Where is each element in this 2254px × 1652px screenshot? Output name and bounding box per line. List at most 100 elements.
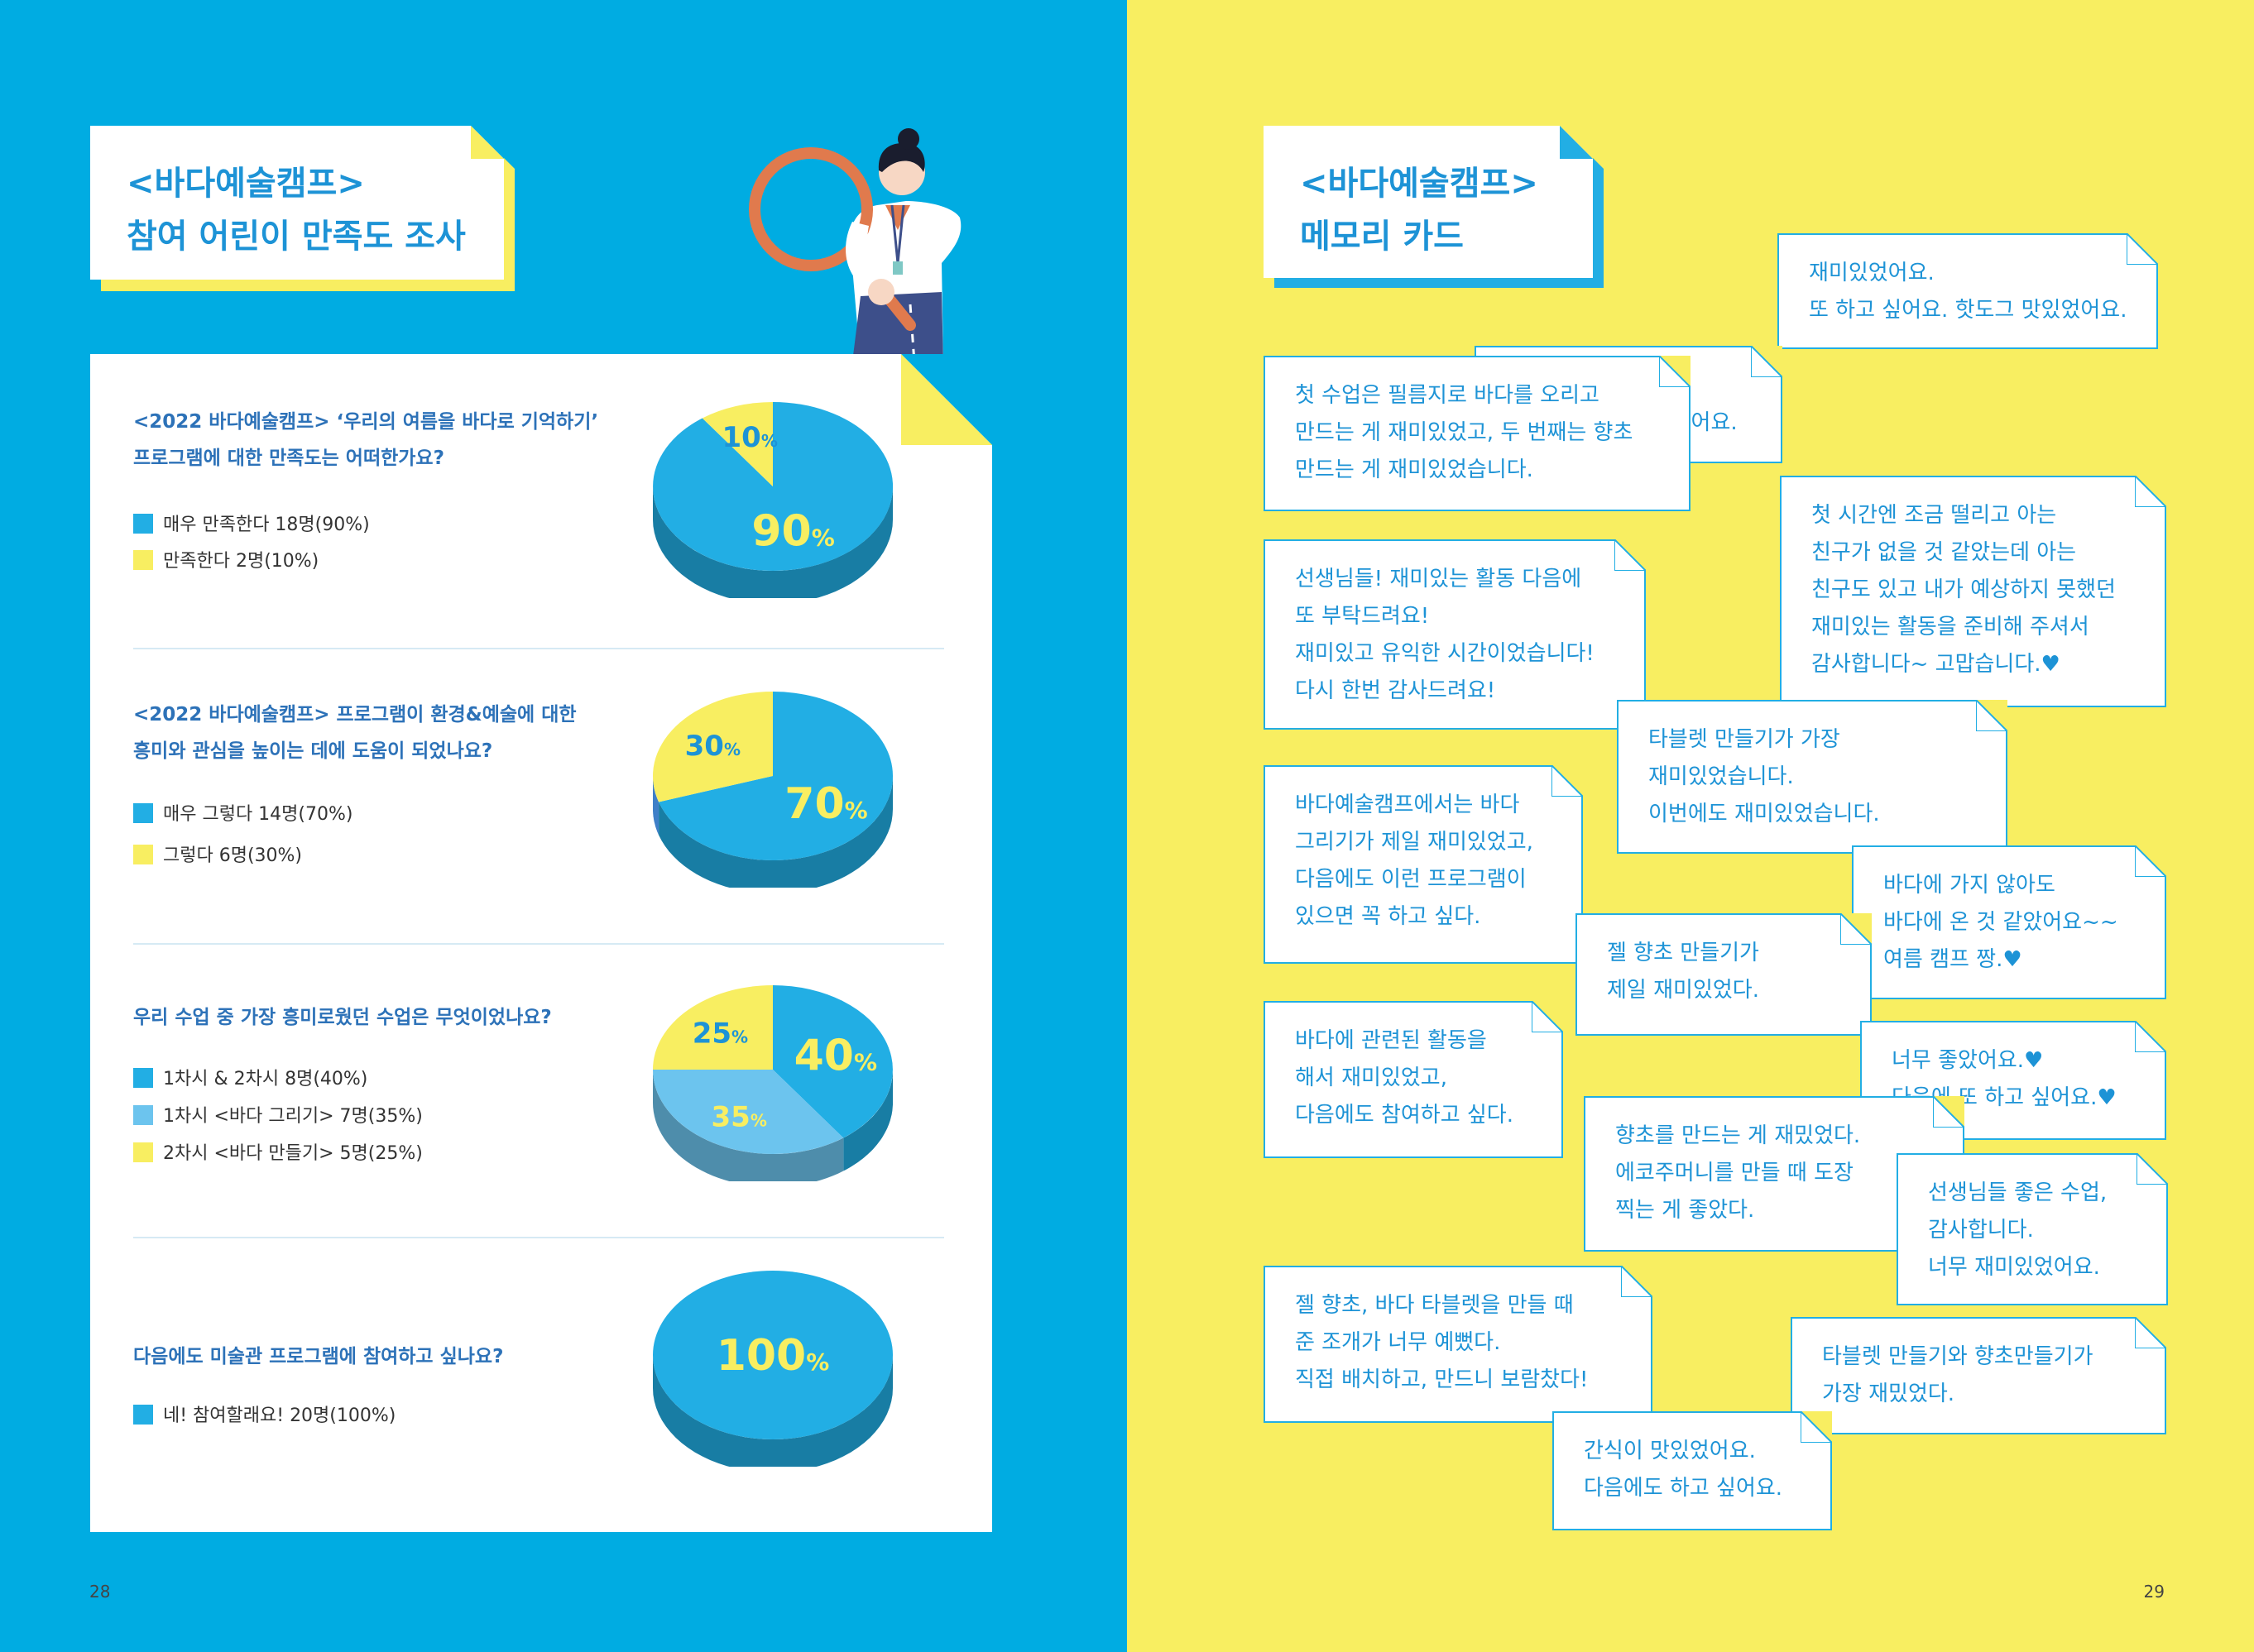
memo-text: 바다예술캠프에서는 바다 그리기가 제일 재미있었고, 다음에도 이런 프로그램…	[1295, 792, 1533, 929]
legend-swatch	[133, 1405, 153, 1425]
memo-card: 첫 수업은 필름지로 바다를 오리고 만드는 게 재미있었고, 두 번째는 향초…	[1264, 356, 1690, 511]
pie-slice-2	[653, 985, 773, 1070]
memo-text: 젤 향초 만들기가 제일 재미있었다.	[1607, 941, 1759, 1003]
page-number-left: 28	[89, 1582, 111, 1602]
divider	[133, 943, 944, 945]
memo-text: 첫 시간엔 조금 떨리고 아는 친구가 없을 것 같았는데 아는 친구도 있고 …	[1811, 503, 2116, 677]
memo-fold	[1976, 700, 2007, 731]
memo-fold	[1614, 539, 1646, 571]
memo-fold	[1532, 1001, 1563, 1032]
pie-slice-0	[653, 1271, 893, 1439]
pie-side-1	[653, 1070, 844, 1181]
memory-title-card: <바다예술캠프> 메모리 카드	[1264, 126, 1593, 278]
question-3-legend-1: 1차시 & 2차시 8명(40%)	[133, 1067, 367, 1092]
memo-fold	[2135, 1021, 2166, 1052]
memo-fold	[2135, 476, 2166, 507]
memo-text: 재미있었어요. 또 하고 싶어요. 핫도그 맛있었어요.	[1809, 261, 2127, 323]
pie-slice-0	[653, 402, 894, 571]
memo-text: 타블렛 만들기가 가장 재미있었습니다. 이번에도 재미있었습니다.	[1648, 727, 1880, 826]
right-page: <바다예술캠프> 메모리 카드 재미있었어요. 또 하고 싶어요. 핫도그 맛있…	[1127, 0, 2254, 1652]
question-2-legend-2: 그렇다 6명(30%)	[133, 844, 302, 869]
survey-question-2: <2022 바다예술캠프> 프로그램이 환경&예술에 대한 흥미와 관심을 높이…	[133, 697, 944, 912]
memo-card: 바다예술캠프에서는 바다 그리기가 제일 재미있었고, 다음에도 이런 프로그램…	[1264, 765, 1583, 964]
pie-slice-1	[653, 1070, 844, 1154]
legend-swatch	[133, 1068, 153, 1088]
memo-fold	[2135, 1317, 2166, 1348]
memo-fold	[1659, 356, 1690, 387]
memo-fold	[1840, 913, 1872, 945]
pie-slice-0	[773, 985, 893, 1138]
pie-slice-0	[659, 692, 894, 860]
memo-fold	[2127, 233, 2158, 265]
pie-side-1	[653, 776, 659, 836]
pie-side-0	[653, 1355, 893, 1467]
memory-title-line2: 메모리 카드	[1300, 218, 1464, 256]
survey-question-3: 우리 수업 중 가장 흥미로웠던 수업은 무엇이었나요? 1차시 & 2차시 8…	[133, 999, 944, 1214]
woman-magnifier-illustration	[749, 128, 962, 362]
memo-fold	[2137, 1153, 2168, 1185]
memo-card: 젤 향초 만들기가 제일 재미있었다.	[1575, 913, 1872, 1036]
survey-question-1: <2022 바다예술캠프> ‘우리의 여름을 바다로 기억하기’ 프로그램에 대…	[133, 404, 944, 619]
legend-swatch	[133, 1105, 153, 1125]
memo-text: 첫 수업은 필름지로 바다를 오리고 만드는 게 재미있었고, 두 번째는 향초…	[1295, 383, 1633, 482]
page-number-right: 29	[2143, 1582, 2165, 1602]
survey-question-4: 다음에도 미술관 프로그램에 참여하고 싶나요? 네! 참여할래요! 20명(1…	[133, 1338, 944, 1504]
survey-panel-fold	[901, 354, 992, 445]
pie-chart-1: 90%10%	[653, 402, 894, 598]
pie-chart-3: 40%35%25%	[653, 985, 893, 1181]
question-3-legend-3: 2차시 <바다 만들기> 5명(25%)	[133, 1142, 423, 1166]
memo-card: 선생님들 좋은 수업, 감사합니다. 너무 재미있었어요.	[1897, 1153, 2168, 1305]
legend-swatch	[133, 1142, 153, 1162]
title-card-fold	[471, 126, 504, 159]
question-3-line1: 우리 수업 중 가장 흥미로웠던 수업은 무엇이었나요?	[133, 1007, 552, 1028]
question-1-line1: <2022 바다예술캠프> ‘우리의 여름을 바다로 기억하기’	[133, 411, 599, 433]
memo-fold	[1801, 1411, 1832, 1443]
memo-text: 선생님들! 재미있는 활동 다음에 또 부탁드려요! 재미있고 유익한 시간이었…	[1295, 567, 1595, 703]
survey-panel: <2022 바다예술캠프> ‘우리의 여름을 바다로 기억하기’ 프로그램에 대…	[90, 354, 992, 1532]
question-4-line1: 다음에도 미술관 프로그램에 참여하고 싶나요?	[133, 1346, 504, 1367]
survey-title-card: <바다예술캠프> 참여 어린이 만족도 조사	[90, 126, 504, 280]
memo-fold	[1621, 1266, 1652, 1297]
memo-text: 향초를 만드는 게 재밌었다. 에코주머니를 만들 때 도장 찍는 게 좋았다.	[1615, 1123, 1861, 1223]
pie-slice-1	[702, 402, 773, 486]
pie-chart-2: 70%30%	[653, 692, 894, 888]
pie-chart-4: 100%	[653, 1271, 893, 1467]
pie-slice-1	[653, 692, 773, 802]
memo-text: 젤 향초, 바다 타블렛을 만들 때 준 조개가 너무 예뻤다. 직접 배치하고…	[1295, 1293, 1589, 1392]
memo-card: 선생님들! 재미있는 활동 다음에 또 부탁드려요! 재미있고 유익한 시간이었…	[1264, 539, 1646, 730]
memo-fold	[1751, 346, 1782, 377]
memo-card: 바다에 관련된 활동을 해서 재미있었고, 다음에도 참여하고 싶다.	[1264, 1001, 1563, 1158]
memo-card: 간식이 맛있었어요. 다음에도 하고 싶어요.	[1552, 1411, 1832, 1530]
memo-text: 간식이 맛있었어요. 다음에도 하고 싶어요.	[1584, 1439, 1783, 1501]
memo-card: 첫 시간엔 조금 떨리고 아는 친구가 없을 것 같았는데 아는 친구도 있고 …	[1780, 476, 2166, 707]
pie-side-0	[843, 1070, 893, 1171]
question-1-line2: 프로그램에 대한 만족도는 어떠한가요?	[133, 448, 444, 469]
pie-label-2: 25%	[693, 1017, 748, 1050]
legend-swatch	[133, 514, 153, 534]
memo-text: 바다에 가지 않아도 바다에 온 것 같았어요~~ 여름 캠프 짱.♥	[1883, 873, 2118, 972]
question-2-legend-1: 매우 그렇다 14명(70%)	[133, 802, 353, 827]
question-4-legend-1: 네! 참여할래요! 20명(100%)	[133, 1404, 396, 1429]
memo-fold	[1933, 1096, 1964, 1128]
memo-fold	[2135, 845, 2166, 877]
memo-card: 젤 향초, 바다 타블렛을 만들 때 준 조개가 너무 예뻤다. 직접 배치하고…	[1264, 1266, 1652, 1423]
divider	[133, 1237, 944, 1238]
memo-card: 재미있었어요. 또 하고 싶어요. 핫도그 맛있었어요.	[1777, 233, 2158, 349]
title-card-fold	[1560, 126, 1593, 159]
legend-swatch	[133, 803, 153, 823]
question-2-line2: 흥미와 관심을 높이는 데에 도움이 되었나요?	[133, 740, 493, 762]
memo-fold	[1551, 765, 1583, 797]
pie-side-0	[659, 776, 893, 888]
left-page: <바다예술캠프> 참여 어린이 만족도 조사 <2022	[0, 0, 1127, 1652]
memo-card: 타블렛 만들기와 향초만들기가 가장 재밌었다.	[1791, 1317, 2166, 1434]
memo-text: 타블렛 만들기와 향초만들기가 가장 재밌었다.	[1822, 1344, 2093, 1406]
memo-text: 선생님들 좋은 수업, 감사합니다. 너무 재미있었어요.	[1928, 1180, 2108, 1280]
question-1-legend-2: 만족한다 2명(10%)	[133, 549, 319, 574]
divider	[133, 648, 944, 649]
survey-title-line1: <바다예술캠프>	[127, 165, 365, 203]
memo-card: 바다에 가지 않아도 바다에 온 것 같았어요~~ 여름 캠프 짱.♥	[1852, 845, 2166, 999]
memo-text: 바다에 관련된 활동을 해서 재미있었고, 다음에도 참여하고 싶다.	[1295, 1028, 1513, 1128]
pie-side-0	[653, 486, 893, 598]
survey-title: <바다예술캠프> 참여 어린이 만족도 조사	[127, 157, 466, 263]
legend-swatch	[133, 845, 153, 864]
